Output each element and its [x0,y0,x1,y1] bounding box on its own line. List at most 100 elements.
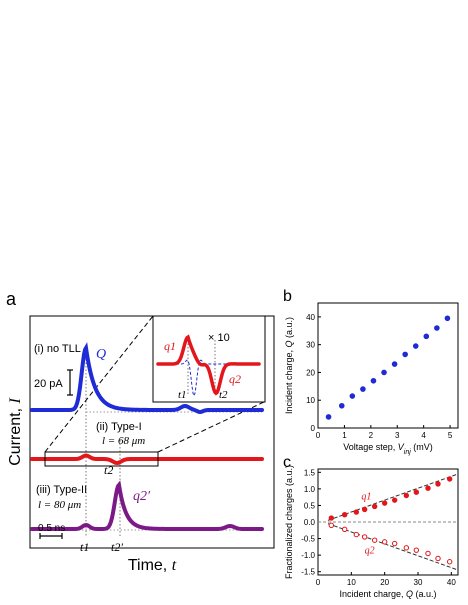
data-point [338,402,345,409]
inset-q1-label: q1 [164,339,176,353]
series-q2-label: q2 [365,545,375,556]
x-tick-label: 1 [342,431,347,440]
trace-i-label: (i) no TLL [34,343,81,355]
inset-t1-label: t1 [178,389,187,401]
trace-ii-type-i [30,453,264,466]
data-point-q2 [328,522,335,529]
x-tick-label: 0 [316,578,321,587]
data-point-q1 [403,492,410,499]
plot-frame [317,302,459,429]
data-point-q1 [371,503,378,510]
y-tick-label: -0.5 [301,535,315,544]
trace-ii-length: l = 68 μm [102,435,145,447]
x-tick-label: 10 [347,578,356,587]
data-point-q1 [391,497,398,503]
y-tick-label: 1.5 [304,468,316,477]
panel-a-ylabel: Current, I [7,398,24,466]
inset-frame [152,315,266,403]
data-point [402,351,408,358]
inset-type-i-trace [156,334,261,396]
panel-c-chart: 0 10 20 30 40 -1.5 -1.0 -0.5 0.0 0.5 1.0 1.5 q1 q2 c In… [283,454,459,599]
panel-a-xlabel: Time, t [128,557,177,574]
y-tick-label: 30 [306,341,315,350]
data-point [325,414,332,420]
data-point-q2 [425,550,431,557]
t1-label: t1 [80,540,89,554]
data-point-q1 [381,500,388,506]
y-tick-label: 20 [306,368,315,377]
data-point-q2 [371,537,378,543]
y-axis-label: Incident charge, Q (a.u.) [284,317,294,414]
data-point-q1 [341,512,348,518]
panel-c-label: c [283,454,291,471]
panel-b-chart: 0 1 2 3 4 5 0 10 20 30 40 b Voltage step, Vinj (mV) I… [283,288,459,456]
data-point [381,369,387,376]
peak-q2-prime-label: q2′ [133,489,151,504]
data-point-q1 [413,489,420,495]
data-point [412,343,419,349]
zoom-line-left [44,315,154,453]
data-point-q1 [353,509,360,515]
inset-q2-label: q2 [229,372,241,386]
data-point-q1 [328,515,335,521]
x-tick-label: 2 [369,431,374,440]
time-scale-label: 0.5 ns [38,523,65,534]
y-tick-label: 0.5 [304,501,316,510]
q1-fit-line [327,473,459,521]
inset-times10-label: × 10 [208,332,230,344]
data-point-q1 [425,485,431,491]
t2-label: t2 [104,463,113,477]
x-tick-label: 5 [448,431,453,440]
x-axis-label: Voltage step, Vinj (mV) [343,442,433,456]
data-point-q2 [381,539,388,545]
data-point-q2 [435,555,441,562]
y-tick-label: 0 [311,424,316,433]
trace-iii-length: l = 80 μm [38,499,81,511]
data-point [349,393,356,399]
current-scale-label: 20 pA [34,378,63,390]
data-point-q1 [435,481,441,487]
data-point-q2 [361,534,368,540]
y-tick-label: 0.0 [304,518,316,527]
panel-a-frame [29,315,275,549]
x-tick-label: 40 [447,578,456,587]
svg-text:Current, I: Current, I [7,398,24,466]
data-point [370,377,377,384]
zoom-region-box [44,451,159,467]
x-tick-label: 3 [395,431,400,440]
data-point-q1 [446,476,453,482]
trace-iii-label: (iii) Type-II [36,484,87,496]
data-point [391,361,398,367]
data-point-q2 [403,545,410,551]
y-tick-label: 1.0 [304,485,316,494]
trace-i-no-tll [30,342,264,415]
data-point-q2 [446,559,453,565]
y-axis-label: Fractionalized charges (a.u.) [284,465,294,579]
peak-q-label: Q [96,347,106,362]
data-point-q2 [391,540,398,547]
y-tick-label: -1.0 [301,551,315,560]
x-axis-label: Incident charge, Q (a.u.) [339,589,436,599]
trace-ii-label: (ii) Type-I [96,421,142,433]
data-point [434,325,440,331]
q2-fit-line [327,523,459,571]
data-point-q2 [413,547,420,553]
data-point-q2 [353,531,360,538]
data-point [444,315,451,322]
panel-a-label: a [6,289,17,309]
y-tick-label: -1.5 [301,568,315,577]
x-tick-label: 20 [380,578,389,587]
data-point [423,333,430,340]
x-tick-label: 0 [316,431,321,440]
x-tick-label: 4 [421,431,426,440]
panel-b-label: b [283,288,292,305]
data-point-q2 [341,526,348,532]
inset-t2-label: t2 [219,389,228,401]
x-tick-label: 30 [414,578,423,587]
data-point [360,386,366,392]
trace-iii-type-ii [30,480,264,532]
data-point-q1 [361,506,368,513]
t2-prime-label: t2′ [111,540,123,554]
y-tick-label: 10 [306,396,315,405]
